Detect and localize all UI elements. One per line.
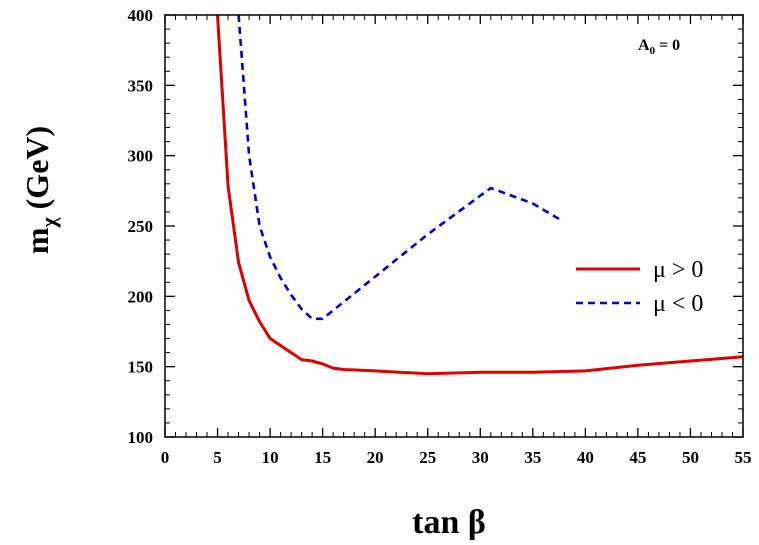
y-axis-title: mχ (GeV) bbox=[19, 126, 61, 254]
series-layer bbox=[216, 14, 744, 376]
x-tick-label: 10 bbox=[262, 448, 279, 467]
legend-label-mu-positive: μ > 0 bbox=[653, 257, 703, 283]
tick-labels: 0 5 10 15 20 25 30 35 40 45 50 55 100 150 200 250 300 350… bbox=[128, 6, 752, 467]
x-tick-label: 35 bbox=[524, 448, 541, 467]
y-tick-label: 100 bbox=[128, 428, 154, 447]
annotation: A0 = 0 bbox=[638, 37, 680, 57]
legend-label-mu-negative: μ < 0 bbox=[653, 291, 703, 317]
x-tick-label: 55 bbox=[735, 448, 752, 467]
series-line-mu-negative bbox=[237, 14, 560, 321]
x-tick-label: 25 bbox=[419, 448, 436, 467]
x-tick-label: 15 bbox=[314, 448, 331, 467]
x-tick-label: 0 bbox=[161, 448, 170, 467]
x-tick-label: 40 bbox=[577, 448, 594, 467]
y-tick-label: 200 bbox=[128, 287, 154, 306]
y-tick-label: 350 bbox=[128, 76, 154, 95]
x-tick-label: 45 bbox=[629, 448, 646, 467]
y-tick-label: 250 bbox=[128, 217, 154, 236]
y-tick-label: 400 bbox=[128, 6, 154, 25]
series-line-mu-positive bbox=[216, 14, 744, 376]
x-tick-label: 20 bbox=[367, 448, 384, 467]
legend: μ > 0 μ < 0 bbox=[576, 257, 703, 317]
x-axis-title: tan β bbox=[412, 504, 486, 541]
x-tick-label: 50 bbox=[682, 448, 699, 467]
y-tick-label: 300 bbox=[128, 147, 154, 166]
y-tick-label: 150 bbox=[128, 358, 154, 377]
x-tick-label: 30 bbox=[472, 448, 489, 467]
plot-frame bbox=[164, 14, 744, 438]
x-tick-label: 5 bbox=[213, 448, 222, 467]
